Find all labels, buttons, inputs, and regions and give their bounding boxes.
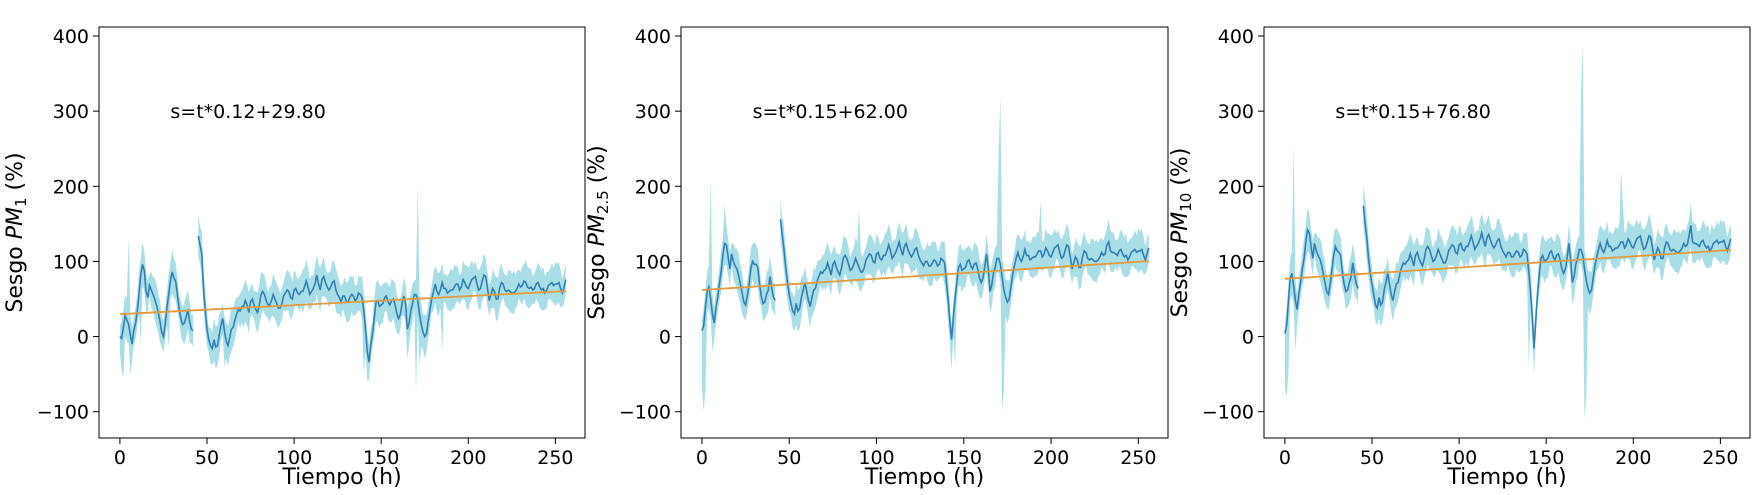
y-tick-label: 200 — [635, 176, 671, 198]
y-axis-label: Sesgo PM1 (%) — [3, 152, 30, 312]
trend-fit-line — [119, 290, 566, 316]
mean-bias-line — [119, 264, 194, 345]
plot-frame — [98, 26, 586, 439]
uncertainty-band-segment — [198, 186, 566, 393]
x-tick-label: 200 — [1033, 447, 1069, 469]
x-tick-label: 200 — [1615, 447, 1651, 469]
y-tick-label: 100 — [1218, 251, 1254, 273]
x-tick-label: 100 — [1441, 447, 1477, 469]
x-tick-label: 250 — [1120, 447, 1156, 469]
y-tick-label: 200 — [53, 176, 89, 198]
x-axis-label: Tiempo (h) — [1446, 465, 1566, 490]
y-tick-label: 300 — [53, 101, 89, 123]
y-tick-label: −100 — [1202, 402, 1254, 424]
y-tick-label: 400 — [53, 26, 89, 48]
x-tick-label: 150 — [363, 447, 399, 469]
mean-bias-line — [1284, 227, 1359, 334]
x-tick-label: 150 — [1528, 447, 1564, 469]
y-tick-label: 300 — [1218, 101, 1254, 123]
plot-frame — [680, 26, 1169, 439]
x-tick-label: 100 — [276, 447, 312, 469]
y-tick-label: 0 — [1242, 327, 1254, 349]
mean-bias-line — [701, 241, 776, 331]
y-axis-label: Sesgo PM2.5 (%) — [585, 145, 612, 320]
uncertainty-band-segment — [780, 96, 1149, 412]
mean-bias-line — [197, 235, 567, 363]
x-axis-label: Tiempo (h) — [864, 465, 984, 490]
plot-frame — [1263, 26, 1751, 439]
panel-1: 0 50 100 150 200 250 −100 0 100 200 300 400 s=t*0.12… — [3, 26, 586, 490]
y-tick-label: 200 — [1218, 176, 1254, 198]
x-tick-label: 0 — [696, 447, 708, 469]
fit-equation-annotation: s=t*0.15+62.00 — [753, 101, 908, 123]
panel-2: 0 50 100 150 200 250 −100 0 100 200 300 400 s=t*0.15… — [585, 26, 1169, 490]
x-tick-label: 50 — [195, 447, 219, 469]
fit-equation-annotation: s=t*0.15+76.80 — [1335, 101, 1490, 123]
y-tick-label: 0 — [659, 327, 671, 349]
x-tick-label: 250 — [537, 447, 573, 469]
x-tick-label: 100 — [858, 447, 894, 469]
y-axis-label: Sesgo PM10 (%) — [1168, 148, 1195, 318]
uncertainty-band-segment — [701, 178, 776, 412]
y-tick-label: 100 — [53, 251, 89, 273]
y-tick-label: −100 — [37, 402, 89, 424]
y-tick-label: 300 — [635, 101, 671, 123]
y-tick-label: −100 — [619, 402, 671, 424]
y-tick-label: 400 — [1218, 26, 1254, 48]
x-tick-label: 50 — [1360, 447, 1384, 469]
y-tick-label: 0 — [77, 327, 89, 349]
x-tick-label: 50 — [777, 447, 801, 469]
mean-bias-line — [779, 219, 1150, 340]
mean-bias-line — [1362, 205, 1732, 349]
x-tick-label: 150 — [946, 447, 982, 469]
uncertainty-band-segment — [1284, 145, 1359, 397]
x-tick-label: 250 — [1702, 447, 1738, 469]
x-tick-label: 0 — [1279, 447, 1291, 469]
y-tick-label: 400 — [635, 26, 671, 48]
trend-fit-line — [701, 260, 1149, 291]
uncertainty-band-segment — [1363, 43, 1731, 420]
x-axis-label: Tiempo (h) — [281, 465, 401, 490]
x-tick-label: 200 — [450, 447, 486, 469]
panel-3: 0 50 100 150 200 250 −100 0 100 200 300 400 s=t*0.15… — [1168, 26, 1751, 490]
x-tick-label: 0 — [114, 447, 126, 469]
y-tick-label: 100 — [635, 251, 671, 273]
fit-equation-annotation: s=t*0.12+29.80 — [170, 101, 325, 123]
trend-fit-line — [1284, 249, 1731, 280]
